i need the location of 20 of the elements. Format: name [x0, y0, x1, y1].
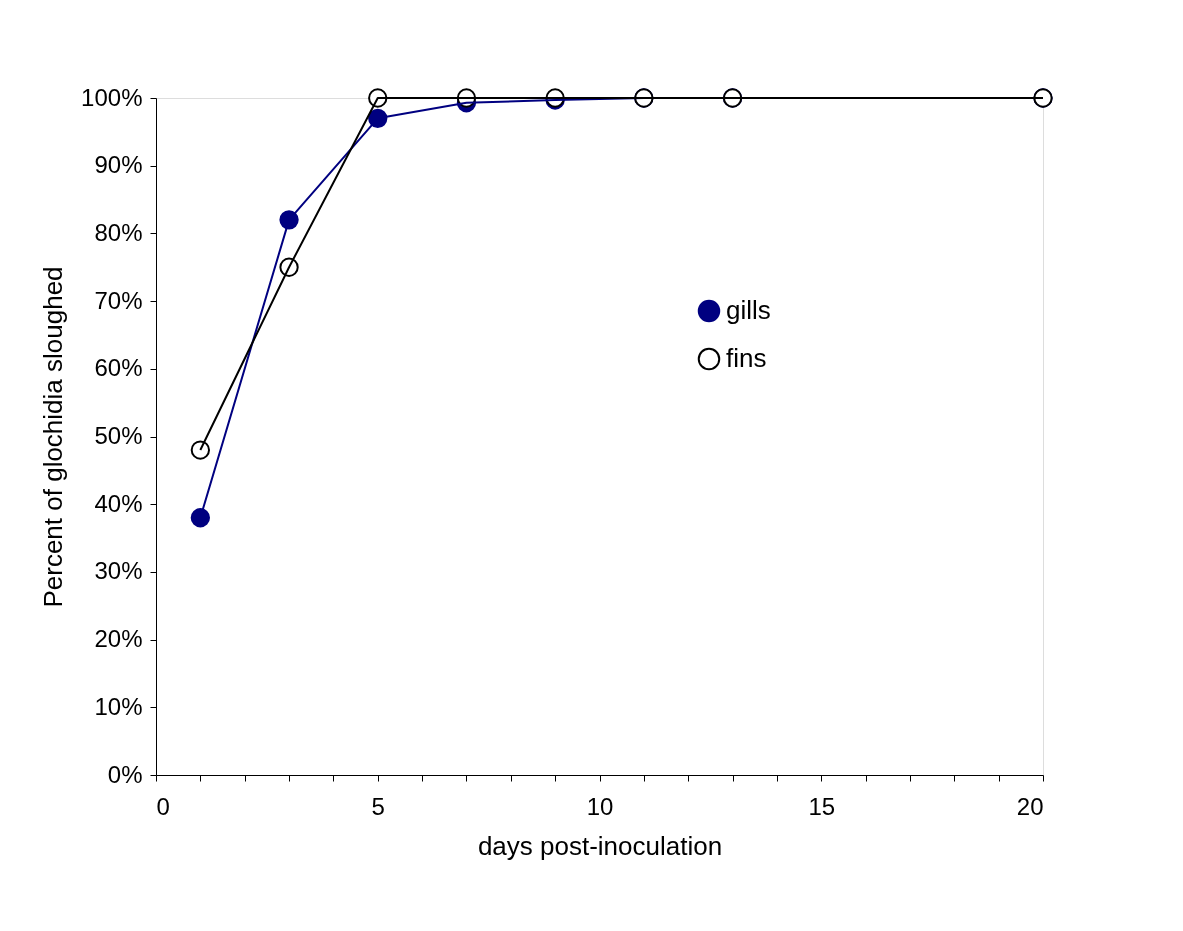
- x-tick-label: 20: [1016, 792, 1044, 820]
- y-tick-label: 80%: [94, 218, 143, 246]
- y-tick-label: 100%: [81, 83, 143, 111]
- y-tick-label: 90%: [94, 151, 143, 179]
- y-axis-title: Percent of glochidia sloughed: [38, 266, 69, 608]
- y-tick-label: 60%: [94, 354, 143, 382]
- y-tick-label: 30%: [94, 557, 143, 585]
- y-tick-label: 50%: [94, 422, 143, 449]
- x-tick-label: 10: [586, 792, 614, 820]
- legend-label: fins: [726, 343, 767, 373]
- y-tick-label: 40%: [94, 489, 143, 517]
- legend-label: gills: [726, 295, 771, 325]
- x-axis-title: days post-inoculation: [477, 830, 723, 861]
- x-tick-label: 5: [371, 792, 385, 820]
- y-tick-label: 70%: [94, 286, 143, 314]
- x-tick-label: 15: [808, 792, 836, 820]
- y-tick-label: 0%: [107, 760, 143, 788]
- x-tick-label: 0: [156, 792, 170, 820]
- y-tick-label: 10%: [94, 692, 143, 720]
- y-tick-label: 20%: [94, 625, 143, 653]
